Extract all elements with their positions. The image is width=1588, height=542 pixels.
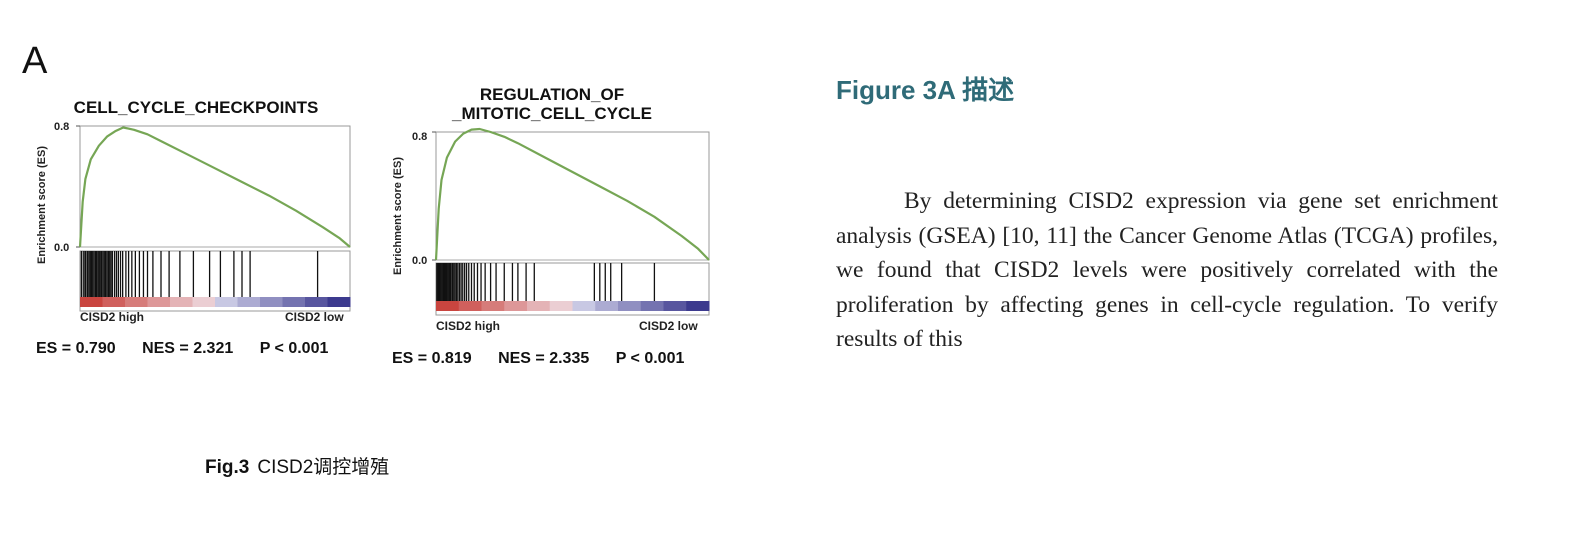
rank-color-segment bbox=[458, 301, 482, 311]
rank-color-segment bbox=[595, 301, 619, 311]
figure-heading: Figure 3A 描述 bbox=[836, 75, 1015, 105]
gsea-svg bbox=[432, 127, 710, 316]
phenotype-low-label: CISD2 low bbox=[285, 310, 344, 324]
rank-color-segment bbox=[640, 301, 664, 311]
rank-color-segment bbox=[663, 301, 687, 311]
chart-title-line: _MITOTIC_CELL_CYCLE bbox=[452, 104, 652, 123]
enrichment-curve bbox=[434, 127, 710, 261]
gsea-plot-1: CELL_CYCLE_CHECKPOINTS Enrichment score … bbox=[36, 92, 356, 382]
es-stat: ES = 0.790 bbox=[36, 340, 116, 357]
y-tick-top: 0.8 bbox=[54, 121, 70, 133]
rank-color-segment bbox=[170, 297, 193, 307]
p-stat: P < 0.001 bbox=[615, 350, 685, 367]
phenotype-low-label: CISD2 low bbox=[639, 319, 698, 333]
rank-color-segment bbox=[260, 297, 283, 307]
p-stat: P < 0.001 bbox=[259, 340, 329, 357]
rank-color-segment bbox=[282, 297, 306, 307]
stats-line: ES = 0.790 NES = 2.321 P < 0.001 bbox=[36, 340, 350, 358]
nes-stat: NES = 2.335 bbox=[498, 350, 590, 367]
rank-color-segment bbox=[125, 297, 148, 307]
chart-title: CELL_CYCLE_CHECKPOINTS bbox=[36, 98, 356, 117]
chart-title-line: REGULATION_OF bbox=[479, 85, 625, 104]
rank-color-segment bbox=[327, 297, 351, 307]
nes-stat: NES = 2.321 bbox=[142, 340, 234, 357]
rank-color-segment bbox=[436, 301, 460, 311]
caption-prefix: Fig.3 bbox=[205, 457, 250, 478]
rank-color-segment bbox=[147, 297, 171, 307]
rank-color-segment bbox=[215, 297, 238, 307]
es-panel-frame bbox=[79, 125, 351, 248]
rank-color-segment bbox=[305, 297, 328, 307]
phenotype-high-label: CISD2 high bbox=[436, 319, 501, 333]
rank-color-segment bbox=[618, 301, 642, 311]
y-tick-top: 0.8 bbox=[412, 131, 428, 143]
description-paragraph: By determining CISD2 expression via gene… bbox=[836, 188, 1498, 352]
rank-color-segment bbox=[481, 301, 505, 311]
chart-title-line: CELL_CYCLE_CHECKPOINTS bbox=[73, 98, 319, 117]
y-tick-zero: 0.0 bbox=[412, 255, 428, 267]
rank-color-segment bbox=[549, 301, 573, 311]
figure-caption: Fig.3 CISD2调控增殖 bbox=[205, 452, 389, 479]
rank-color-segment bbox=[527, 301, 551, 311]
es-stat: ES = 0.819 bbox=[392, 350, 472, 367]
rank-color-segment bbox=[686, 301, 710, 311]
es-panel-frame bbox=[435, 131, 710, 261]
hit-panel-frame bbox=[79, 250, 351, 312]
enrichment-curve bbox=[78, 126, 351, 248]
caption-text: CISD2调控增殖 bbox=[257, 457, 390, 478]
gsea-svg bbox=[76, 125, 351, 312]
phenotype-high-label: CISD2 high bbox=[80, 310, 145, 324]
gsea-plot-2: REGULATION_OF _MITOTIC_CELL_CYCLE Enrich… bbox=[392, 85, 712, 375]
rank-color-segment bbox=[192, 297, 216, 307]
stats-line: ES = 0.819 NES = 2.335 P < 0.001 bbox=[392, 350, 706, 368]
chart-title: REGULATION_OF _MITOTIC_CELL_CYCLE bbox=[392, 85, 712, 123]
rank-color-segment bbox=[572, 301, 596, 311]
y-tick-zero: 0.0 bbox=[54, 242, 70, 254]
rank-color-segment bbox=[80, 297, 103, 307]
rank-color-segment bbox=[237, 297, 261, 307]
hit-panel-frame bbox=[435, 262, 710, 316]
rank-color-segment bbox=[504, 301, 528, 311]
rank-color-segment bbox=[102, 297, 126, 307]
panel-label: A bbox=[22, 40, 48, 82]
